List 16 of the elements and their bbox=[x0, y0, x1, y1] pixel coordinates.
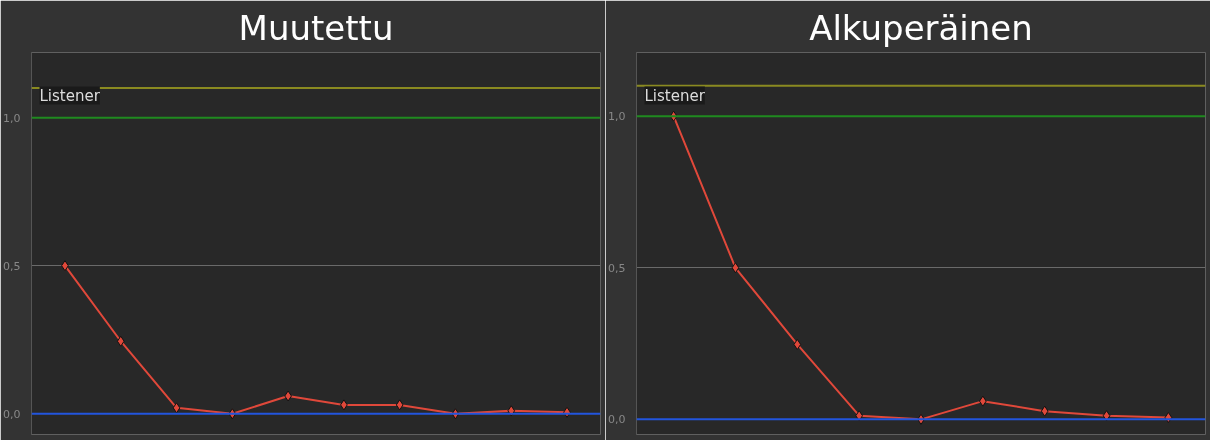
point bbox=[731, 262, 740, 274]
point bbox=[172, 402, 181, 414]
point bbox=[1040, 405, 1049, 417]
chart-title: Alkuperäinen bbox=[809, 7, 1033, 48]
y-tick-label: 0,5 bbox=[3, 259, 21, 273]
y-tick-label: 0,0 bbox=[3, 407, 21, 421]
y-tick-label: 0,0 bbox=[608, 413, 626, 427]
chart-title: Muutettu bbox=[238, 7, 394, 48]
point bbox=[793, 338, 802, 350]
annotation: Listener bbox=[39, 86, 101, 105]
y-tick-label: 1,0 bbox=[608, 110, 626, 124]
point bbox=[116, 335, 125, 347]
annotation: Listener bbox=[644, 86, 706, 105]
y-tick-label: 0,5 bbox=[608, 261, 626, 275]
y-tick-label: 1,0 bbox=[3, 111, 21, 125]
point bbox=[395, 399, 404, 411]
